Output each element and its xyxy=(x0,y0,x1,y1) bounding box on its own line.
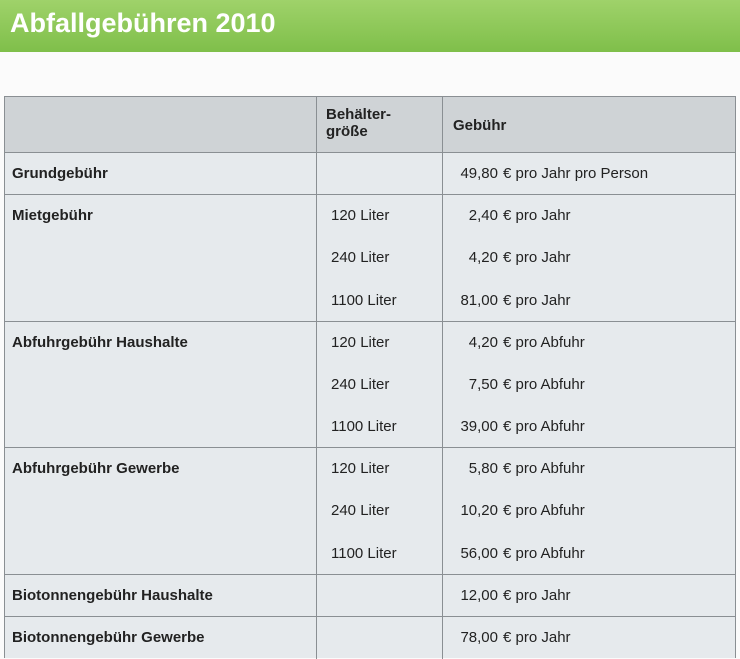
size: 120 Liter xyxy=(331,207,390,225)
amount: 2,40 xyxy=(468,207,498,225)
size: 120 Liter xyxy=(331,460,390,478)
amount: 12,00 xyxy=(460,586,498,604)
unit: € pro Jahr xyxy=(503,291,571,309)
unit: € pro Abfuhr xyxy=(503,502,585,520)
unit: € pro Jahr xyxy=(503,249,571,267)
unit: € pro Abfuhr xyxy=(503,418,585,436)
row-label: Biotonnengebühr Gewerbe xyxy=(12,628,205,646)
size: 120 Liter xyxy=(331,333,390,351)
amount: 10,20 xyxy=(460,502,498,520)
row-line xyxy=(5,320,735,322)
unit: € pro Abfuhr xyxy=(503,460,585,478)
row-line xyxy=(5,573,735,575)
row-line xyxy=(5,152,735,153)
row-label: Abfuhrgebühr Gewerbe xyxy=(12,460,180,478)
unit: € pro Abfuhr xyxy=(503,333,585,351)
amount: 4,20 xyxy=(468,249,498,267)
amount: 56,00 xyxy=(460,544,498,562)
amount: 78,00 xyxy=(460,628,498,646)
unit: € pro Jahr xyxy=(503,586,571,604)
unit: € pro Jahr pro Person xyxy=(503,165,649,183)
row-line xyxy=(5,615,735,617)
size: 1100 Liter xyxy=(331,291,397,309)
header-row xyxy=(5,97,735,153)
size: 240 Liter xyxy=(331,502,390,520)
row-label: Abfuhrgebühr Haushalte xyxy=(12,333,188,351)
header-bar: Abfallgebühren 2010 xyxy=(0,0,740,52)
column-line xyxy=(442,97,443,659)
row-line xyxy=(5,194,735,196)
row-label: Grundgebühr xyxy=(12,165,108,183)
unit: € pro Jahr xyxy=(503,628,571,646)
row-line xyxy=(5,447,735,449)
amount: 81,00 xyxy=(460,291,498,309)
amount: 7,50 xyxy=(468,375,498,393)
size: 1100 Liter xyxy=(331,544,397,562)
amount: 49,80 xyxy=(460,165,498,183)
size: 240 Liter xyxy=(331,249,390,267)
unit: € pro Jahr xyxy=(503,207,571,225)
size: 240 Liter xyxy=(331,375,390,393)
unit: € pro Abfuhr xyxy=(503,544,585,562)
column-header: Gebühr xyxy=(453,117,507,134)
title: Abfallgebühren 2010 xyxy=(10,8,276,38)
row-label: Mietgebühr xyxy=(12,207,93,225)
column-line xyxy=(316,97,317,659)
unit: € pro Abfuhr xyxy=(503,375,585,393)
fee-table: Behälter- größe Gebühr Grundgebühr 49,80 €… xyxy=(4,96,736,659)
amount: 4,20 xyxy=(468,333,498,351)
column-header: Behälter- größe xyxy=(326,106,392,140)
row-label: Biotonnengebühr Haushalte xyxy=(12,586,213,604)
amount: 5,80 xyxy=(468,460,498,478)
amount: 39,00 xyxy=(460,418,498,436)
size: 1100 Liter xyxy=(331,418,397,436)
